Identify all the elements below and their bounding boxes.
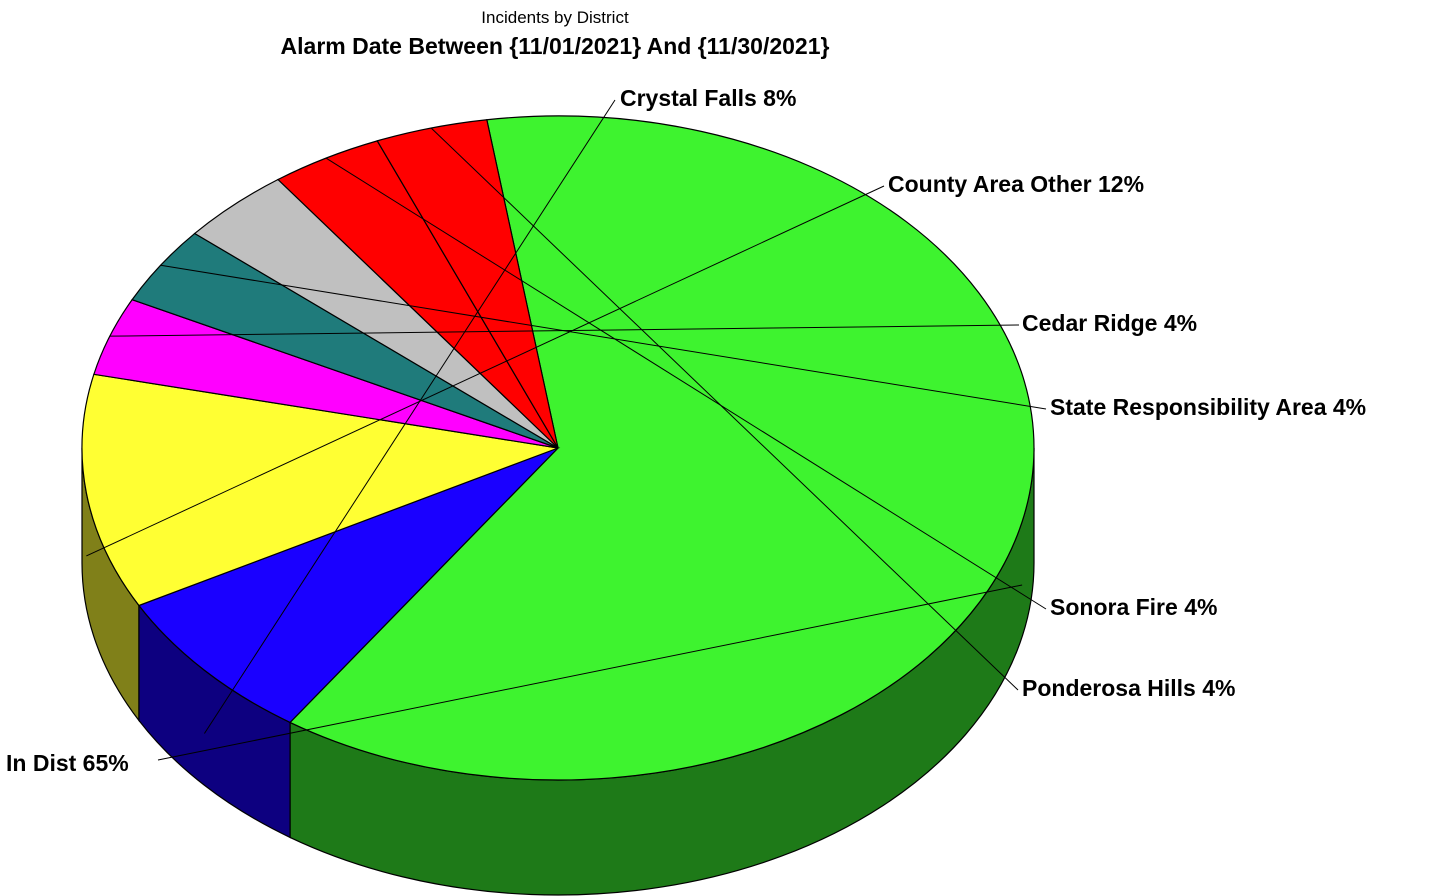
pie-leaders — [86, 99, 1047, 761]
label-leader-line — [157, 584, 1023, 761]
slice-label: In Dist 65% — [6, 750, 129, 776]
label-leader-line — [325, 157, 1047, 610]
chart-title: Incidents by District — [481, 8, 629, 27]
label-leader-line — [430, 127, 1019, 691]
pie-slice — [289, 115, 1035, 781]
label-leader-line — [160, 264, 1047, 410]
slice-label: Crystal Falls 8% — [620, 85, 796, 111]
pie-labels: In Dist 65% Crystal Falls 8% County Area O… — [6, 85, 1366, 776]
slice-label: Cedar Ridge 4% — [1022, 310, 1197, 336]
pie-slice — [137, 447, 559, 724]
slice-label: County Area Other 12% — [888, 171, 1144, 197]
slice-label: State Responsibility Area 4% — [1050, 394, 1366, 420]
slice-label: Sonora Fire 4% — [1050, 594, 1217, 620]
chart-subtitle: Alarm Date Between {11/01/2021} And {11/… — [280, 33, 830, 59]
pie-slice — [81, 373, 561, 607]
label-leader-line — [86, 185, 885, 557]
label-leader-line — [204, 99, 616, 734]
slice-label: Ponderosa Hills 4% — [1022, 675, 1235, 701]
pie-tops — [81, 115, 1035, 781]
